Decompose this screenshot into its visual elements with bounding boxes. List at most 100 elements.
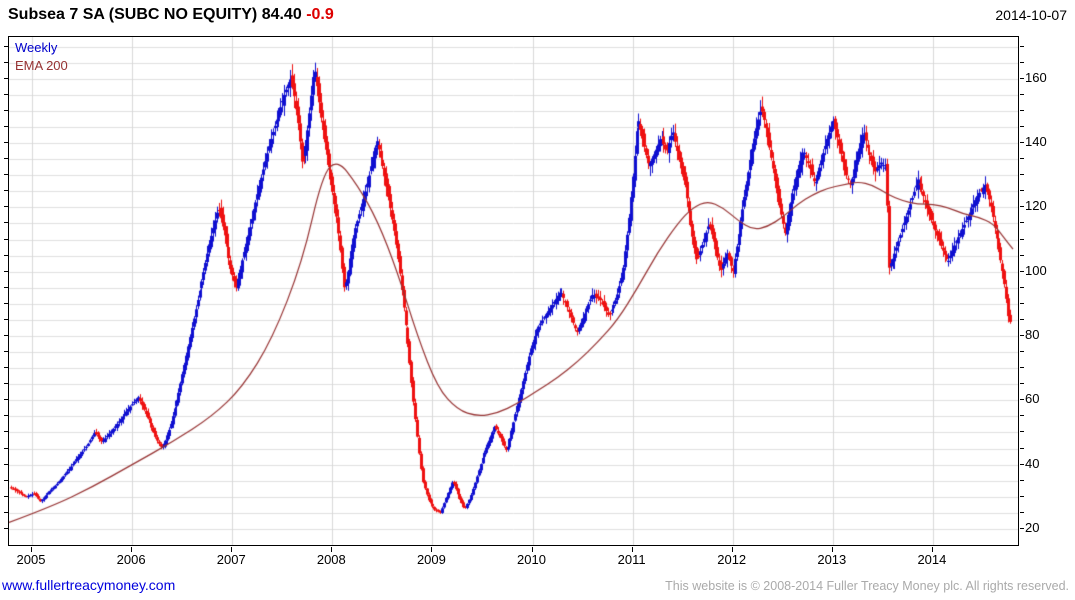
x-axis-label: 2014 — [917, 552, 947, 567]
y-axis-tick — [1020, 239, 1024, 240]
y-axis-tick — [4, 126, 8, 127]
price-series-canvas[interactable] — [9, 37, 1018, 545]
y-axis-tick — [1020, 287, 1024, 288]
y-axis-tick — [1020, 126, 1024, 127]
x-axis-label: 2007 — [216, 552, 246, 567]
y-axis-tick — [1020, 142, 1024, 143]
y-axis-tick — [4, 512, 8, 513]
y-axis-tick — [1020, 431, 1024, 432]
y-axis-tick — [1020, 367, 1024, 368]
x-axis-tick — [732, 547, 733, 552]
y-axis-tick — [1020, 46, 1024, 47]
y-axis-tick — [4, 303, 8, 304]
y-axis-tick — [1020, 351, 1024, 352]
last-price: 84.40 — [261, 6, 302, 23]
copyright-text: This website is © 2008-2014 Fuller Treac… — [665, 579, 1069, 593]
y-axis-tick — [4, 46, 8, 47]
y-axis-tick — [1020, 480, 1024, 481]
y-axis-tick — [1020, 335, 1024, 336]
y-axis-tick — [4, 480, 8, 481]
y-axis-tick — [1020, 78, 1024, 79]
x-axis-tick — [532, 547, 533, 552]
y-axis-tick — [1020, 448, 1024, 449]
chart-title: Subsea 7 SA (SUBC NO EQUITY) 84.40 -0.9 — [8, 6, 334, 24]
y-axis-tick — [4, 335, 8, 336]
y-axis-tick — [1020, 303, 1024, 304]
y-axis-tick — [1020, 94, 1024, 95]
y-axis-tick — [1020, 255, 1024, 256]
y-axis-tick — [4, 528, 8, 529]
y-axis-label: 60 — [1025, 391, 1040, 407]
y-axis-tick — [4, 142, 8, 143]
y-axis-label: 140 — [1025, 134, 1047, 150]
chart-legend: Weekly EMA 200 — [15, 39, 68, 75]
x-axis-tick — [431, 547, 432, 552]
y-axis-tick — [4, 448, 8, 449]
x-axis-tick — [331, 547, 332, 552]
y-axis-tick — [4, 431, 8, 432]
y-axis-tick — [1020, 110, 1024, 111]
y-axis-tick — [1020, 271, 1024, 272]
x-axis-label: 2006 — [116, 552, 146, 567]
x-axis-tick — [932, 547, 933, 552]
instrument-name: Subsea 7 SA (SUBC NO EQUITY) — [8, 6, 258, 23]
y-axis-tick — [1020, 319, 1024, 320]
y-axis-label: 40 — [1025, 455, 1040, 471]
x-axis-label: 2011 — [617, 552, 646, 567]
y-axis-label: 120 — [1025, 198, 1047, 214]
y-axis-tick — [1020, 174, 1024, 175]
y-axis-label: 80 — [1025, 327, 1040, 342]
y-axis-tick — [1020, 222, 1024, 223]
y-axis-label: 20 — [1025, 519, 1040, 535]
x-axis-tick — [231, 547, 232, 552]
y-axis-tick — [4, 271, 8, 272]
y-axis-tick — [1020, 206, 1024, 207]
y-axis-tick — [1020, 528, 1024, 529]
x-axis-label: 2009 — [416, 552, 446, 567]
y-axis-tick — [4, 496, 8, 497]
y-axis-tick — [4, 415, 8, 416]
x-axis-tick — [131, 547, 132, 552]
y-axis-tick — [4, 158, 8, 159]
y-axis-tick — [4, 94, 8, 95]
chart-date: 2014-10-07 — [995, 7, 1067, 23]
y-axis-tick — [4, 367, 8, 368]
x-axis-tick — [832, 547, 833, 552]
x-axis-label: 2013 — [817, 552, 847, 567]
y-axis-tick — [1020, 158, 1024, 159]
y-axis-tick — [1020, 383, 1024, 384]
y-axis-label: 100 — [1025, 262, 1047, 278]
y-axis-tick — [4, 110, 8, 111]
y-axis-tick — [4, 255, 8, 256]
y-axis-tick — [4, 383, 8, 384]
y-axis-tick — [1020, 399, 1024, 400]
y-axis-tick — [4, 222, 8, 223]
y-axis-tick — [4, 239, 8, 240]
website-link[interactable]: www.fullertreacymoney.com — [2, 577, 176, 593]
y-axis-tick — [1020, 190, 1024, 191]
x-axis-label: 2012 — [717, 552, 747, 567]
y-axis-tick — [4, 351, 8, 352]
legend-weekly: Weekly — [15, 40, 58, 55]
y-axis-tick — [1020, 496, 1024, 497]
y-axis-tick — [4, 206, 8, 207]
y-axis-tick — [4, 287, 8, 288]
x-axis-label: 2008 — [316, 552, 346, 567]
y-axis-tick — [4, 190, 8, 191]
y-axis-tick — [1020, 464, 1024, 465]
price-change: -0.9 — [306, 6, 334, 23]
y-axis-tick — [4, 62, 8, 63]
y-axis-tick — [4, 399, 8, 400]
x-axis-label: 2010 — [517, 552, 546, 567]
y-axis-tick — [4, 78, 8, 79]
y-axis-tick — [4, 174, 8, 175]
chart-plot-area[interactable]: Weekly EMA 200 — [8, 36, 1019, 546]
x-axis-tick — [31, 547, 32, 552]
y-axis-tick — [1020, 62, 1024, 63]
legend-ema-200: EMA 200 — [15, 58, 68, 73]
y-axis-tick — [4, 319, 8, 320]
y-axis-tick — [4, 464, 8, 465]
y-axis-label: 160 — [1025, 69, 1047, 85]
x-axis-tick — [632, 547, 633, 552]
